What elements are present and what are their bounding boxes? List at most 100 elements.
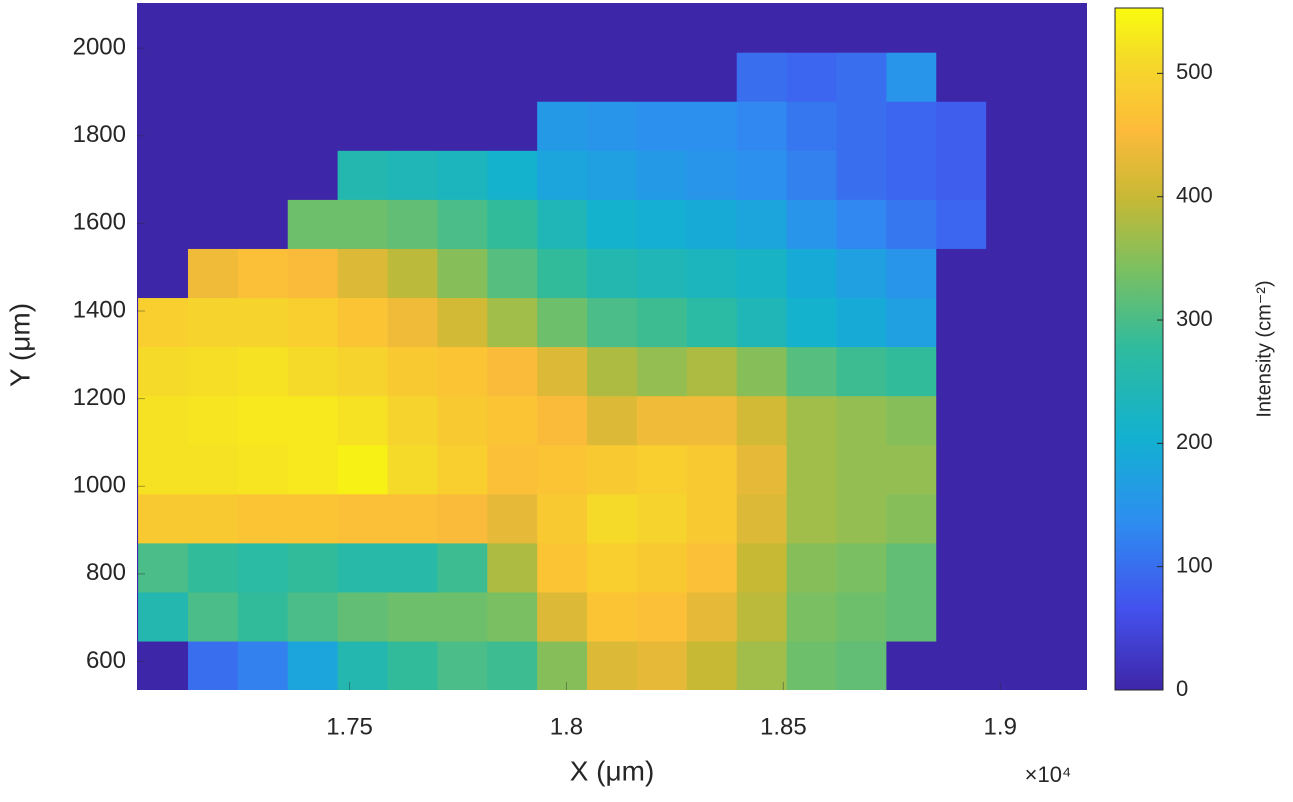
heatmap-cell	[237, 297, 289, 348]
heatmap-cell	[636, 52, 688, 102]
heatmap-cell	[786, 591, 838, 642]
heatmap-cell	[487, 444, 538, 495]
heatmap-cell	[936, 640, 987, 690]
heatmap-cell	[736, 199, 788, 249]
heatmap-cell	[1036, 640, 1087, 690]
heatmap-cell	[986, 150, 1037, 200]
heatmap-cell	[187, 297, 239, 348]
heatmap-cell	[1036, 3, 1087, 53]
heatmap-cell	[537, 52, 588, 102]
heatmap-cell	[736, 640, 788, 690]
heatmap-cell	[786, 248, 838, 299]
heatmap-cell	[287, 395, 339, 446]
heatmap-cell	[387, 346, 438, 397]
heatmap-cell	[537, 444, 588, 495]
heatmap-cell	[287, 297, 339, 348]
heatmap-cell	[437, 640, 488, 690]
heatmap-cell	[786, 101, 838, 151]
heatmap-cell	[537, 640, 588, 690]
heatmap-cell	[437, 248, 488, 299]
heatmap-cell	[736, 248, 788, 299]
y-axis-label: Y (μm)	[4, 303, 35, 387]
heatmap-cell	[836, 297, 887, 348]
heatmap-cell	[636, 3, 688, 53]
heatmap-cell	[287, 444, 339, 495]
heatmap-cell	[587, 444, 638, 495]
y-tick-label: 600	[86, 647, 126, 674]
heatmap-cell	[686, 3, 738, 53]
heatmap-cell	[587, 101, 638, 151]
heatmap-cell	[437, 150, 488, 200]
heatmap-cell	[437, 297, 488, 348]
heatmap-cell	[886, 297, 937, 348]
heatmap-cell	[187, 248, 239, 299]
heatmap-cell	[138, 297, 189, 348]
heatmap-cell	[1036, 101, 1087, 151]
y-tick-label: 800	[86, 559, 126, 586]
heatmap-cell	[387, 640, 438, 690]
heatmap-cell	[836, 542, 887, 593]
heatmap-cell	[886, 395, 937, 446]
heatmap-cell	[736, 346, 788, 397]
heatmap-cell	[138, 444, 189, 495]
y-tick-label: 1200	[73, 384, 126, 411]
heatmap-cell	[537, 248, 588, 299]
heatmap-cell	[387, 199, 438, 249]
heatmap-cell	[138, 199, 189, 249]
heatmap-cell	[886, 101, 937, 151]
heatmap-cell	[237, 150, 289, 200]
heatmap-cell	[387, 101, 438, 151]
heatmap-cell	[387, 493, 438, 544]
heatmap-cell	[287, 346, 339, 397]
heatmap-cell	[287, 3, 339, 53]
heatmap-cell	[1036, 297, 1087, 348]
heatmap	[137, 3, 1087, 690]
heatmap-cell	[337, 640, 389, 690]
heatmap-cell	[936, 248, 987, 299]
heatmap-cell	[537, 150, 588, 200]
heatmap-cell	[537, 493, 588, 544]
colorbar-label: Intensity (cm⁻²)	[1253, 280, 1275, 417]
heatmap-cell	[1036, 346, 1087, 397]
heatmap-cell	[237, 542, 289, 593]
heatmap-cell	[237, 199, 289, 249]
heatmap-cell	[138, 101, 189, 151]
y-tick-label: 1000	[73, 472, 126, 499]
heatmap-cell	[237, 101, 289, 151]
colorbar-tick-label: 200	[1176, 429, 1213, 454]
heatmap-cell	[786, 493, 838, 544]
heatmap-cell	[138, 542, 189, 593]
heatmap-cell	[936, 395, 987, 446]
heatmap-cell	[1036, 395, 1087, 446]
heatmap-cell	[138, 346, 189, 397]
heatmap-cell	[437, 346, 488, 397]
heatmap-cell	[487, 493, 538, 544]
heatmap-cell	[736, 150, 788, 200]
heatmap-cell	[337, 591, 389, 642]
heatmap-cell	[686, 444, 738, 495]
heatmap-cell	[387, 52, 438, 102]
heatmap-cell	[886, 640, 937, 690]
heatmap-cell	[736, 395, 788, 446]
heatmap-cell	[886, 52, 937, 102]
heatmap-cell	[138, 248, 189, 299]
heatmap-cell	[587, 297, 638, 348]
heatmap-cell	[138, 52, 189, 102]
heatmap-cell	[487, 199, 538, 249]
heatmap-cell	[986, 591, 1037, 642]
heatmap-cell	[337, 52, 389, 102]
heatmap-cell	[287, 101, 339, 151]
heatmap-cell	[487, 3, 538, 53]
heatmap-cell	[437, 542, 488, 593]
heatmap-cell	[636, 199, 688, 249]
heatmap-cell	[836, 640, 887, 690]
heatmap-cell	[886, 150, 937, 200]
heatmap-cell	[337, 444, 389, 495]
heatmap-cell	[836, 101, 887, 151]
heatmap-cell	[187, 52, 239, 102]
heatmap-cell	[387, 297, 438, 348]
heatmap-cell	[437, 52, 488, 102]
heatmap-cell	[437, 444, 488, 495]
heatmap-cell	[1036, 591, 1087, 642]
heatmap-cell	[636, 248, 688, 299]
